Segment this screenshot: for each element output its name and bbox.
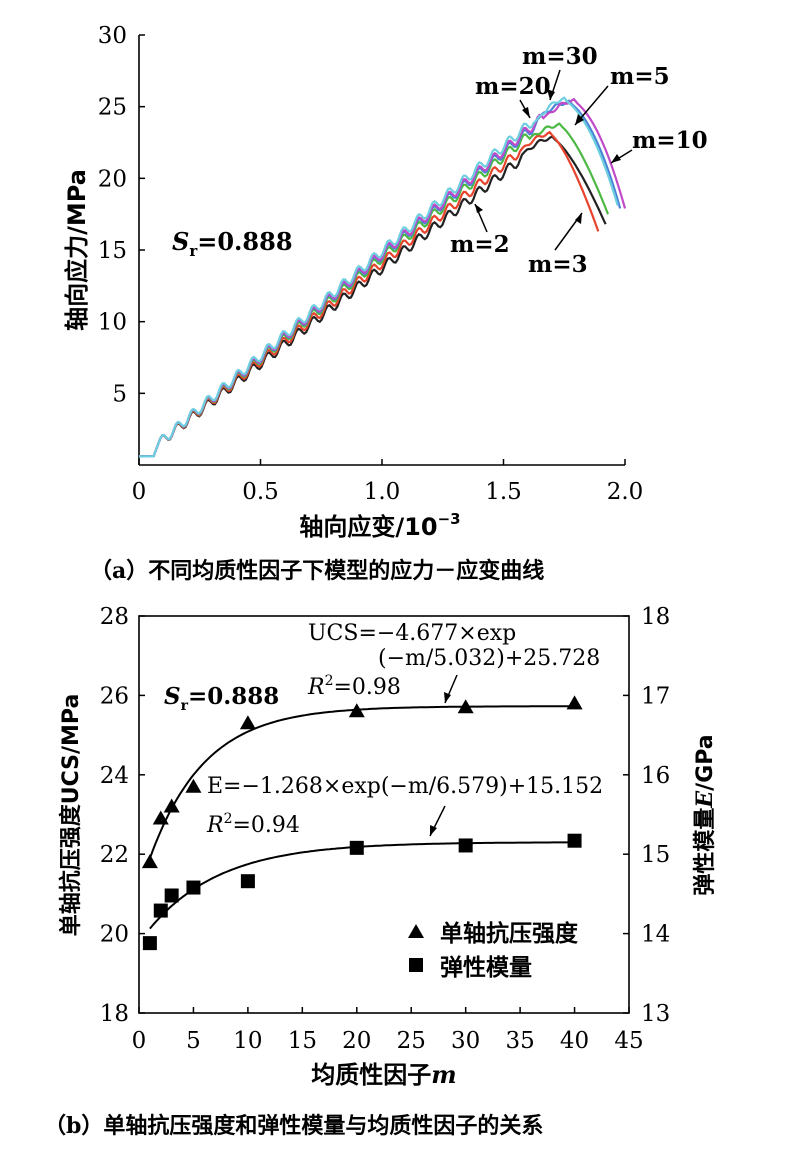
b-left-y-axis-label: 单轴抗压强度UCS/MPa <box>58 694 84 937</box>
a-curve-m30 <box>139 96 619 458</box>
ucs-point <box>457 699 474 714</box>
ucs-point <box>239 715 256 730</box>
modulus-point <box>142 936 157 951</box>
modulus-point <box>186 880 201 895</box>
a-curve-m3 <box>139 130 600 458</box>
label-m30: m=30 <box>522 43 598 70</box>
b-caption: （b）单轴抗压强度和弹性模量与均质性因子的关系 <box>44 1113 543 1139</box>
b-x-tick-label: 0 <box>132 1028 147 1054</box>
a-curve-m5 <box>139 122 610 458</box>
modulus-point <box>164 888 179 903</box>
b-right-y-tick-label: 13 <box>641 1001 670 1027</box>
b-x-tick-label: 45 <box>614 1028 643 1054</box>
b-x-tick-label: 5 <box>186 1028 201 1054</box>
b-right-y-tick-label: 17 <box>641 683 670 709</box>
modulus-point <box>349 840 364 855</box>
a-x-tick-label: 1.0 <box>364 479 401 505</box>
a-y-tick-label: 20 <box>98 166 127 192</box>
b-right-y-tick-label: 18 <box>641 604 670 630</box>
b-x-tick-label: 20 <box>342 1028 371 1054</box>
a-x-tick-label: 0 <box>132 479 147 505</box>
a-curve-m2 <box>139 135 607 458</box>
a-y-axis-label: 轴向应力/MPa <box>63 169 91 331</box>
b-left-y-tick-label: 18 <box>100 1001 129 1027</box>
legend-triangle-marker <box>408 924 424 938</box>
ucs-point <box>566 695 583 710</box>
ucs-point <box>185 778 202 793</box>
b-fit-curve-triangle <box>148 705 575 859</box>
b-x-tick-label: 30 <box>451 1028 480 1054</box>
b-ucs-r2: R2=0.98 <box>307 673 401 700</box>
a-sr-annotation: Sr=0.888 <box>172 227 293 260</box>
a-y-tick-label: 5 <box>112 381 127 407</box>
a-y-tick-label: 15 <box>98 238 127 264</box>
a-y-tick-label: 10 <box>98 310 127 336</box>
b-left-y-tick-label: 28 <box>100 604 129 630</box>
b-equation-arrows <box>429 674 458 837</box>
b-x-tick-label: 40 <box>560 1028 589 1054</box>
b-left-y-tick-label: 22 <box>100 842 129 868</box>
modulus-point <box>567 833 582 848</box>
b-right-y-tick-label: 15 <box>641 842 670 868</box>
a-arrow-heads <box>475 89 621 224</box>
legend-modulus-label: 弹性模量 <box>440 955 532 981</box>
panel-a-stress-strain-chart: 0 0.5 1.0 1.5 2.0 5 10 15 20 25 30 轴向应力/MPa 轴向应变/… <box>63 23 708 584</box>
label-m10: m=10 <box>632 127 708 154</box>
modulus-point <box>458 838 473 853</box>
label-m5: m=5 <box>610 63 670 90</box>
a-x-tick-label: 2.0 <box>607 479 644 505</box>
b-right-y-tick-label: 16 <box>641 763 670 789</box>
label-m3: m=3 <box>528 251 588 278</box>
a-y-tick-label: 30 <box>98 23 127 49</box>
b-sr-annotation: Sr=0.888 <box>164 683 279 714</box>
legend-square-marker <box>409 958 423 972</box>
b-left-y-tick-label: 20 <box>100 922 129 948</box>
b-left-y-tick-label: 26 <box>100 683 129 709</box>
b-ucs-equation-line1: UCS=−4.677×exp <box>308 621 516 646</box>
modulus-point <box>240 874 255 889</box>
b-x-tick-label: 25 <box>397 1028 426 1054</box>
a-x-tick-label: 1.5 <box>485 479 522 505</box>
a-y-tick-label: 25 <box>98 95 127 121</box>
b-fit-curve-square <box>149 841 575 930</box>
label-m2: m=2 <box>450 231 510 258</box>
b-right-y-axis-label: 弹性模量E/GPa <box>692 734 718 895</box>
a-x-tick-label: 0.5 <box>242 479 279 505</box>
legend-ucs-label: 单轴抗压强度 <box>440 920 579 947</box>
b-x-tick-label: 10 <box>233 1028 262 1054</box>
b-plot-frame <box>138 615 630 1014</box>
ucs-point <box>141 854 158 869</box>
b-e-r2: R2=0.94 <box>206 811 300 838</box>
b-x-axis-label: 均质性因子m <box>311 1060 456 1089</box>
ucs-point <box>152 810 169 825</box>
b-right-y-tick-label: 14 <box>641 922 670 948</box>
b-legend: 单轴抗压强度 弹性模量 <box>408 920 579 981</box>
label-m20: m=20 <box>475 73 551 100</box>
panel-b-ucs-modulus-chart: 0 5 10 15 20 25 30 35 40 45 18 20 22 24 26 28 13 14 15 16… <box>44 604 718 1139</box>
b-ucs-equation-line2: (−m/5.032)+25.728 <box>378 646 600 671</box>
b-equation-arrow-heads <box>430 692 451 836</box>
a-caption: （a）不同均质性因子下模型的应力－应变曲线 <box>90 558 544 584</box>
a-x-axis-label: 轴向应变/10−3 <box>299 510 460 541</box>
ucs-point <box>348 703 365 718</box>
b-x-tick-label: 15 <box>288 1028 317 1054</box>
modulus-point <box>153 903 168 918</box>
b-x-tick-label: 35 <box>505 1028 534 1054</box>
b-e-equation: E=−1.268×exp(−m/6.579)+15.152 <box>207 774 603 799</box>
ucs-point <box>163 798 180 813</box>
b-left-y-tick-label: 24 <box>100 763 129 789</box>
